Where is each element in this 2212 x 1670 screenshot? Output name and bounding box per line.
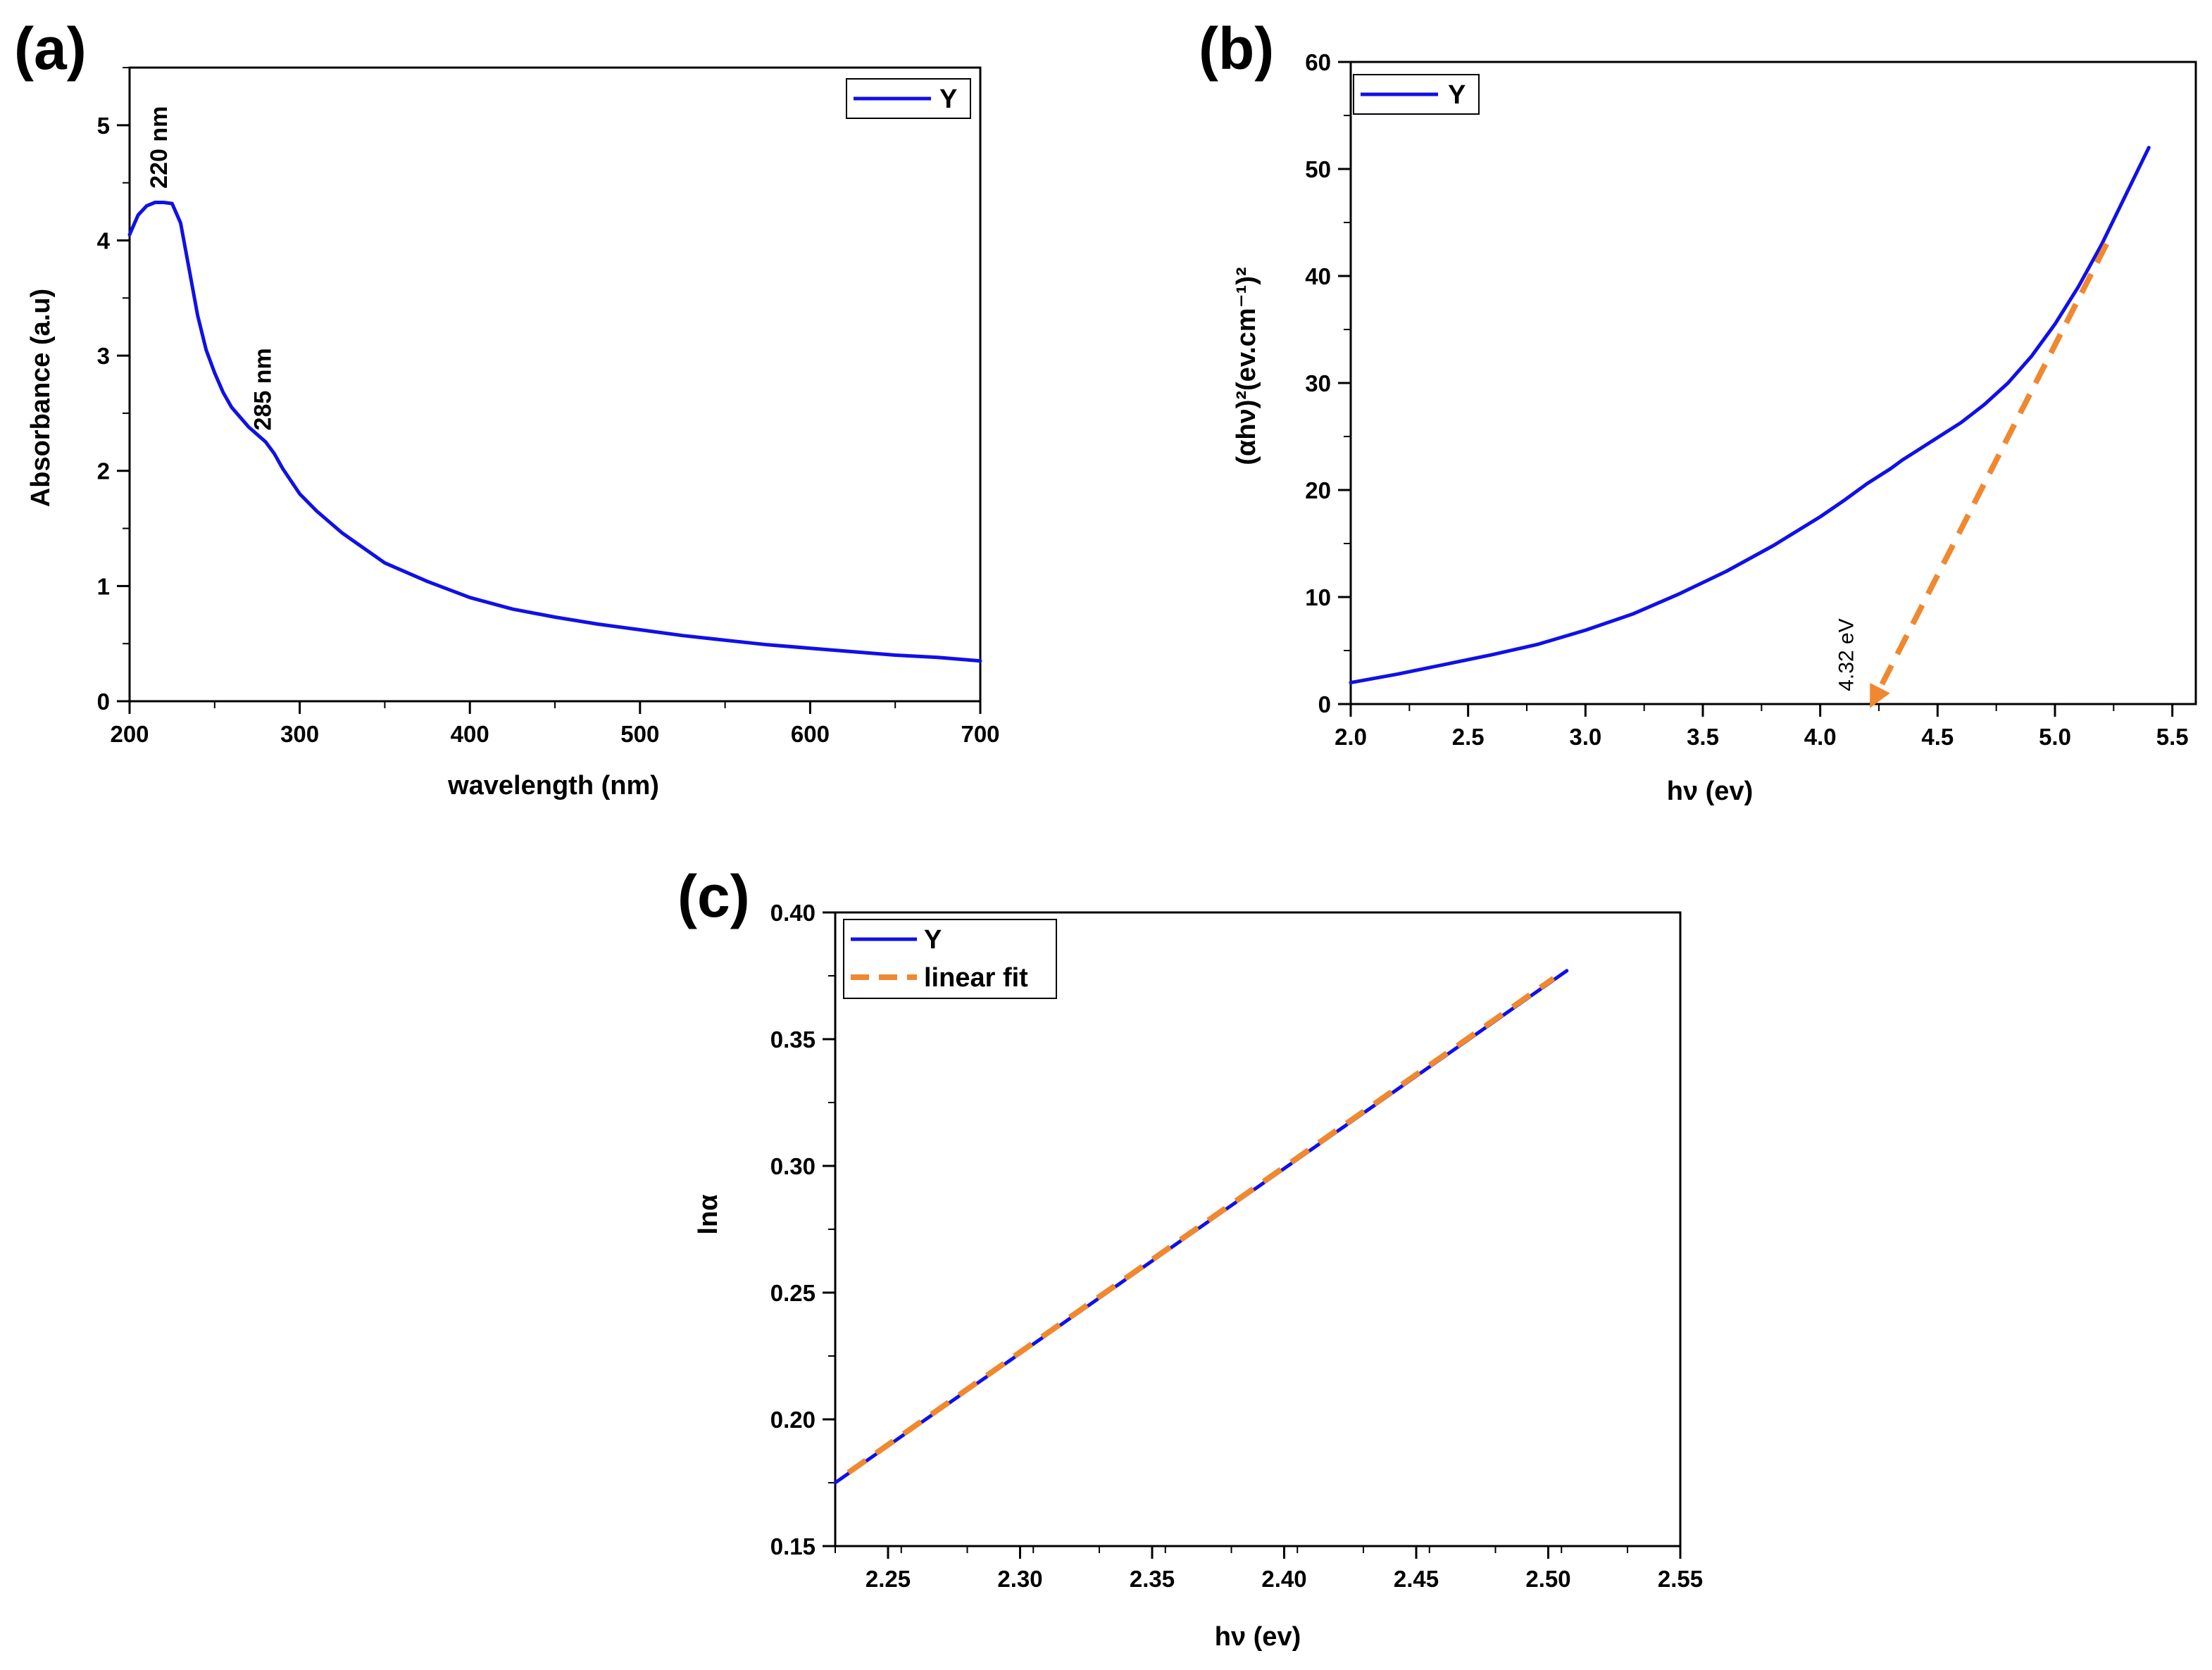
x-tick-label-a: 400 (451, 721, 489, 747)
annotation-b-0: 4.32 eV (1835, 618, 1858, 691)
y-tick-label-c: 0.30 (770, 1153, 816, 1179)
x-tick-label-b: 5.0 (2039, 724, 2071, 750)
legend-label-a-y: Y (939, 84, 957, 114)
x-tick-label-c: 2.45 (1394, 1566, 1439, 1592)
series-line-c-linear-fit (846, 976, 1556, 1475)
panel-label-a: (a) (14, 15, 87, 82)
x-tick-label-b: 5.5 (2156, 724, 2189, 750)
y-tick-label-a: 4 (97, 227, 111, 253)
x-tick-label-c: 2.35 (1130, 1566, 1175, 1592)
y-axis-title-c: lnα (694, 1194, 723, 1234)
y-tick-label-c: 0.15 (770, 1533, 816, 1559)
x-tick-label-b: 2.0 (1335, 724, 1367, 750)
x-axis-title-c: hν (ev) (1215, 1622, 1301, 1652)
x-tick-label-c: 2.40 (1261, 1566, 1306, 1592)
legend-b: Y (1353, 74, 1480, 115)
panel-c-plot: 2.25 2.30 2.35 2.40 2.45 2.50 2.55 0.15 0.20 0.25… (770, 900, 1703, 1592)
y-tick-label-b: 0 (1318, 691, 1331, 717)
x-tick-label-a: 600 (791, 721, 830, 747)
plot-frame-b (1349, 61, 2197, 705)
x-tick-label-c: 2.50 (1525, 1566, 1570, 1592)
legend-c: Y linear fit (843, 919, 1057, 999)
panel-a: (a) 200 300 400 500 600 700 0 1 2 3 4 5 220 nm 285 nm… (14, 15, 1000, 801)
plot-frame-c (834, 911, 1682, 1547)
y-tick-label-b: 20 (1305, 477, 1331, 503)
x-tick-label-a: 300 (280, 721, 319, 747)
legend-label-b-y: Y (1448, 80, 1466, 110)
legend-label-c-fit: linear fit (924, 963, 1028, 993)
y-tick-label-c: 0.35 (770, 1027, 816, 1053)
y-tick-label-b: 30 (1305, 370, 1331, 396)
panel-label-c: (c) (677, 863, 750, 929)
y-tick-label-a: 2 (97, 458, 110, 484)
x-tick-label-a: 700 (961, 721, 999, 747)
y-tick-label-a: 1 (97, 573, 110, 599)
x-tick-label-b: 3.5 (1687, 724, 1719, 750)
x-tick-label-b: 4.5 (1921, 724, 1954, 750)
x-tick-label-c: 2.55 (1658, 1566, 1703, 1592)
x-tick-label-b: 3.0 (1569, 724, 1601, 750)
x-tick-label-a: 200 (110, 721, 149, 747)
x-tick-label-b: 4.0 (1804, 724, 1837, 750)
y-tick-label-c: 0.20 (770, 1407, 816, 1433)
annotation-a-1: 285 nm (250, 348, 277, 430)
panel-c: (c) 2.25 2.30 2.35 2.40 2.45 2.50 2.55 0.15 0.20… (677, 863, 1703, 1652)
panel-b-plot: 2.0 2.5 3.0 3.5 4.0 4.5 5.0 5.5 0 10 20 30 40 50 60 4.3… (1305, 49, 2197, 750)
y-tick-label-b: 60 (1305, 49, 1331, 75)
legend-box-c (843, 919, 1057, 999)
y-tick-label-b: 40 (1305, 263, 1331, 289)
panel-label-b: (b) (1199, 15, 1274, 82)
x-tick-label-a: 500 (620, 721, 659, 747)
y-axis-title-a: Absorbance (a.u) (26, 289, 56, 507)
x-tick-label-c: 2.30 (997, 1566, 1042, 1592)
y-tick-label-b: 10 (1305, 584, 1331, 610)
panel-a-plot: 200 300 400 500 600 700 0 1 2 3 4 5 220 nm 285 nm (97, 66, 1000, 747)
legend-a: Y (846, 78, 971, 119)
x-axis-title-b: hν (ev) (1667, 777, 1753, 806)
panel-b: (b) 2.0 2.5 3.0 3.5 4.0 4.5 5.0 5.5 0 10 20 30 40 50 6… (1199, 15, 2197, 806)
y-tick-label-b: 50 (1305, 156, 1331, 182)
annotation-a-0: 220 nm (146, 106, 173, 189)
y-tick-label-a: 0 (97, 689, 110, 715)
legend-label-c-y: Y (924, 925, 942, 955)
y-axis-title-b: (αhν)²(ev.cm⁻¹)² (1232, 267, 1261, 465)
series-line-a-y (127, 201, 982, 663)
y-tick-label-c: 0.25 (770, 1280, 816, 1306)
series-line-b-y (1349, 146, 2151, 685)
y-tick-label-a: 3 (97, 343, 110, 369)
x-tick-label-c: 2.25 (866, 1566, 911, 1592)
y-tick-label-c: 0.40 (770, 900, 816, 926)
y-tick-label-a: 5 (97, 113, 110, 139)
x-tick-label-b: 2.5 (1452, 724, 1485, 750)
series-line-b-tangent (1869, 242, 2109, 708)
x-axis-title-a: wavelength (nm) (447, 771, 659, 801)
